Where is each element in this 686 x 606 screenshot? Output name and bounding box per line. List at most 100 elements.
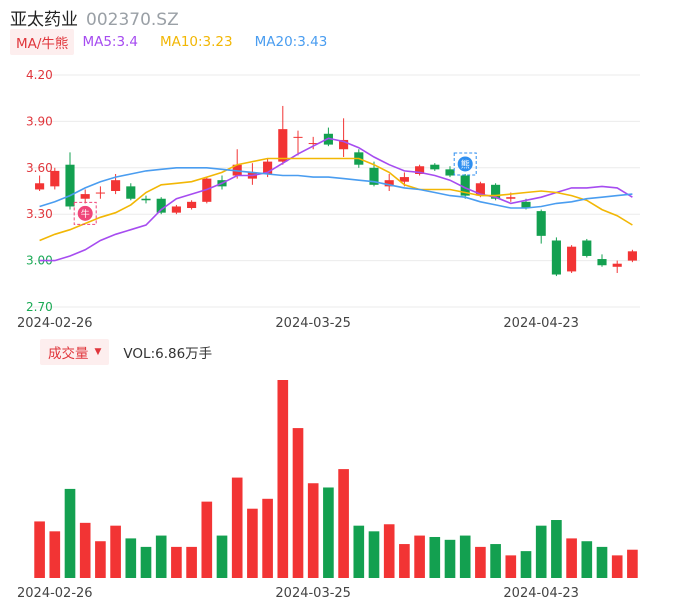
volume-bar <box>155 535 167 578</box>
candle-body <box>156 198 166 213</box>
candle-body <box>384 180 394 187</box>
volume-bar <box>95 541 106 578</box>
candle-body <box>95 192 105 194</box>
price-tick-label: 2.70 <box>26 300 53 314</box>
price-date-label: 2024-04-23 <box>503 316 579 331</box>
candle-body <box>293 136 303 138</box>
price-tick-label: 4.20 <box>26 68 53 82</box>
volume-bar <box>307 483 319 578</box>
volume-bar <box>429 536 441 578</box>
price-tick-label: 3.90 <box>26 114 53 128</box>
candle-body <box>35 183 45 190</box>
volume-bar <box>64 488 76 578</box>
candle-body <box>430 164 440 170</box>
ma20-legend: MA20:3.43 <box>254 34 328 50</box>
volume-date-label: 2024-04-23 <box>503 586 579 601</box>
volume-bar <box>323 487 334 578</box>
price-date-label: 2024-03-25 <box>275 316 351 331</box>
candle-body <box>263 161 273 174</box>
volume-bar <box>399 544 410 578</box>
volume-bar <box>383 524 395 578</box>
volume-bar <box>627 549 638 578</box>
candle-body <box>399 177 409 182</box>
volume-bar <box>490 544 501 578</box>
volume-bar <box>171 546 182 578</box>
candle-body <box>551 240 561 275</box>
volume-bar <box>201 501 213 578</box>
volume-bar <box>505 555 517 578</box>
volume-bar <box>444 539 456 578</box>
volume-bar <box>186 546 197 578</box>
volume-bar <box>611 555 623 578</box>
volume-bar <box>414 535 425 578</box>
bear-signal-label: 熊 <box>461 158 470 170</box>
volume-bar <box>292 428 304 578</box>
candle-body <box>627 251 637 261</box>
candle-body <box>506 197 516 199</box>
volume-bar <box>581 541 593 578</box>
volume-bar <box>79 522 91 578</box>
volume-bar <box>34 521 45 578</box>
candle-body <box>445 169 455 176</box>
volume-bar <box>277 380 289 578</box>
price-tick-label: 3.60 <box>26 161 53 175</box>
volume-legend: 成交量 ▼ VOL:6.86万手 <box>40 339 213 365</box>
candle-body <box>567 246 577 272</box>
candle-body <box>80 194 90 199</box>
bull-signal-label: 牛 <box>81 208 90 220</box>
candle-body <box>308 143 318 145</box>
volume-bar <box>231 477 243 578</box>
volume-date-label: 2024-03-25 <box>275 586 351 601</box>
volume-bar <box>140 546 152 578</box>
volume-bar <box>247 508 258 578</box>
ma20-line <box>39 167 633 209</box>
stock-header: 亚太药业 002370.SZ <box>10 5 179 30</box>
candle-body <box>171 206 181 213</box>
price-tick-label: 3.30 <box>26 207 53 221</box>
ma10-line <box>39 157 633 242</box>
bear-signal-frame <box>453 152 477 176</box>
volume-bar <box>49 531 61 578</box>
candle-body <box>475 183 485 196</box>
candle-body <box>65 164 75 207</box>
volume-bar <box>125 538 137 578</box>
volume-bar <box>262 498 273 578</box>
volume-bar <box>535 525 547 578</box>
bull-signal-icon <box>77 205 93 221</box>
volume-bar <box>566 538 577 578</box>
volume-bar <box>596 546 608 578</box>
price-date-label: 2024-02-26 <box>17 316 93 331</box>
candle-body <box>491 184 501 199</box>
volume-bar <box>459 535 471 578</box>
volume-bar <box>368 531 380 578</box>
stock-code: 002370.SZ <box>86 10 179 30</box>
candle-body <box>612 263 622 267</box>
candle-body <box>536 211 546 236</box>
volume-bar <box>216 535 228 578</box>
stock-name: 亚太药业 <box>10 10 78 30</box>
caret-down-icon: ▼ <box>94 347 102 357</box>
volume-bar <box>110 525 121 578</box>
ma5-legend: MA5:3.4 <box>82 34 138 50</box>
volume-bar <box>338 469 349 578</box>
bear-signal-icon <box>457 156 473 172</box>
candle-body <box>369 167 379 185</box>
candle-body <box>126 186 136 199</box>
candle-body <box>111 180 121 191</box>
volume-toggle-button[interactable]: 成交量 ▼ <box>40 339 110 365</box>
candle-body <box>141 198 151 201</box>
candle-body <box>50 170 60 187</box>
volume-toggle-label: 成交量 <box>48 346 89 362</box>
candle-body <box>460 175 470 196</box>
candle-body <box>597 259 607 266</box>
bull-signal-frame <box>73 201 97 225</box>
candle-body <box>521 201 531 209</box>
candle-body <box>187 201 197 209</box>
candle-body <box>278 129 288 162</box>
ma5-line <box>39 137 633 262</box>
volume-date-label: 2024-02-26 <box>17 586 93 601</box>
price-tick-label: 3.00 <box>26 254 53 268</box>
volume-value: VOL:6.86万手 <box>123 346 213 362</box>
ma-toggle-button[interactable]: MA/牛熊 <box>10 29 75 55</box>
